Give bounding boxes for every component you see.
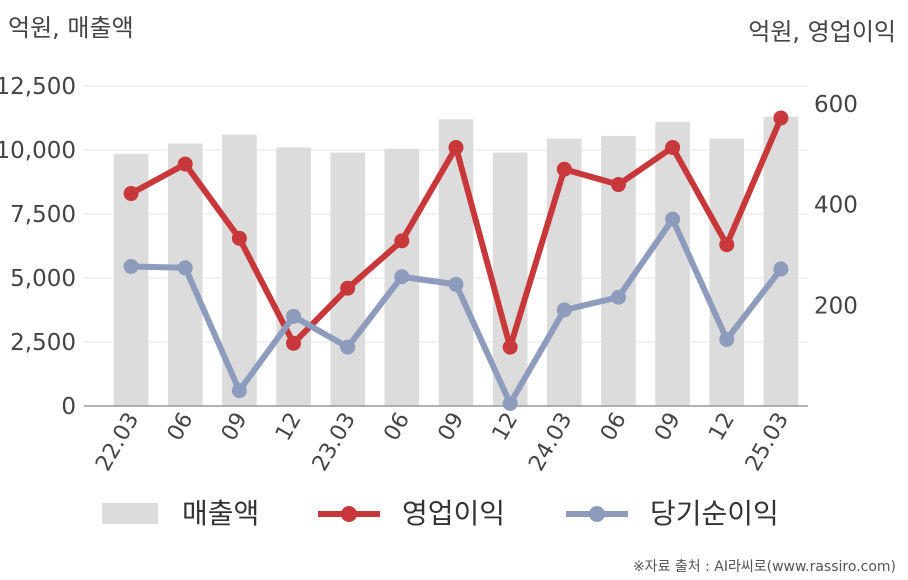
point-operating-profit bbox=[231, 230, 247, 246]
point-operating-profit bbox=[448, 139, 464, 155]
legend-marker-operating-profit bbox=[341, 506, 357, 522]
x-axis-ticks: 22.03 06 09 12 23.03 06 09 12 24.03 06 09 12 25.03 bbox=[91, 409, 794, 476]
left-tick-label: 12,500 bbox=[0, 74, 76, 100]
legend-label-operating-profit: 영업이익 bbox=[402, 497, 505, 530]
bar-revenue bbox=[276, 147, 311, 406]
point-operating-profit bbox=[502, 339, 518, 355]
point-net-income bbox=[394, 269, 410, 285]
point-net-income bbox=[665, 211, 681, 227]
legend-marker-net-income bbox=[589, 506, 605, 522]
legend-label-revenue: 매출액 bbox=[182, 497, 259, 530]
point-operating-profit bbox=[665, 139, 681, 155]
bar-revenue bbox=[709, 138, 745, 407]
right-tick-label: 400 bbox=[814, 193, 858, 219]
bar-series bbox=[113, 116, 799, 407]
x-tick-label: 06 bbox=[596, 409, 632, 446]
bar-revenue bbox=[546, 138, 582, 407]
point-net-income bbox=[286, 308, 302, 324]
x-tick-label: 12 bbox=[704, 409, 740, 446]
source-note: ※자료 출처 : AI라씨로(www.rassiro.com) bbox=[633, 559, 896, 575]
left-tick-label: 0 bbox=[61, 394, 76, 420]
point-operating-profit bbox=[773, 110, 789, 126]
line-series bbox=[123, 110, 789, 411]
point-operating-profit bbox=[286, 335, 302, 351]
point-net-income bbox=[502, 395, 518, 411]
x-tick-label: 09 bbox=[434, 409, 470, 446]
right-tick-label: 600 bbox=[814, 92, 858, 118]
bar-revenue bbox=[438, 119, 474, 406]
left-tick-label: 10,000 bbox=[0, 138, 76, 164]
point-operating-profit bbox=[719, 237, 735, 253]
x-tick-label: 24.03 bbox=[524, 409, 577, 476]
point-operating-profit bbox=[610, 177, 626, 193]
point-operating-profit bbox=[340, 280, 356, 296]
point-net-income bbox=[231, 383, 247, 399]
x-tick-label: 09 bbox=[217, 409, 253, 446]
x-tick-label: 12 bbox=[488, 409, 524, 446]
left-axis-ticks: 0 2,500 5,000 7,500 10,000 12,500 bbox=[0, 74, 76, 420]
bar-revenue bbox=[492, 152, 528, 406]
point-net-income bbox=[177, 260, 193, 276]
x-tick-label: 06 bbox=[163, 409, 199, 446]
point-net-income bbox=[773, 261, 789, 277]
x-tick-label: 22.03 bbox=[91, 409, 144, 476]
x-tick-label: 23.03 bbox=[308, 409, 361, 476]
point-net-income bbox=[123, 258, 139, 274]
legend-item-net-income: 당기순이익 bbox=[566, 497, 779, 530]
x-tick-label: 25.03 bbox=[741, 409, 794, 476]
left-tick-label: 5,000 bbox=[10, 266, 76, 292]
x-tick-label: 12 bbox=[271, 409, 307, 446]
point-net-income bbox=[340, 339, 356, 355]
left-tick-label: 7,500 bbox=[10, 202, 76, 228]
point-operating-profit bbox=[394, 233, 410, 249]
legend-item-revenue: 매출액 bbox=[102, 497, 259, 530]
point-net-income bbox=[719, 331, 735, 347]
point-net-income bbox=[610, 289, 626, 305]
left-tick-label: 2,500 bbox=[10, 330, 76, 356]
point-net-income bbox=[448, 276, 464, 292]
legend-item-operating-profit: 영업이익 bbox=[318, 497, 505, 530]
point-operating-profit bbox=[556, 161, 572, 177]
right-tick-label: 200 bbox=[814, 293, 858, 319]
x-tick-label: 09 bbox=[650, 409, 686, 446]
point-operating-profit bbox=[177, 156, 193, 172]
left-axis-unit: 억원, 매출액 bbox=[8, 14, 134, 42]
right-axis-ticks: 200 400 600 bbox=[814, 92, 858, 319]
right-axis-unit: 억원, 영업이익 bbox=[748, 18, 896, 46]
legend: 매출액 영업이익 당기순이익 bbox=[102, 497, 779, 530]
legend-label-net-income: 당기순이익 bbox=[650, 497, 779, 530]
point-operating-profit bbox=[123, 186, 139, 202]
x-tick-label: 06 bbox=[379, 409, 415, 446]
legend-swatch-revenue bbox=[102, 503, 158, 524]
bar-revenue bbox=[763, 116, 799, 406]
point-net-income bbox=[556, 302, 572, 318]
